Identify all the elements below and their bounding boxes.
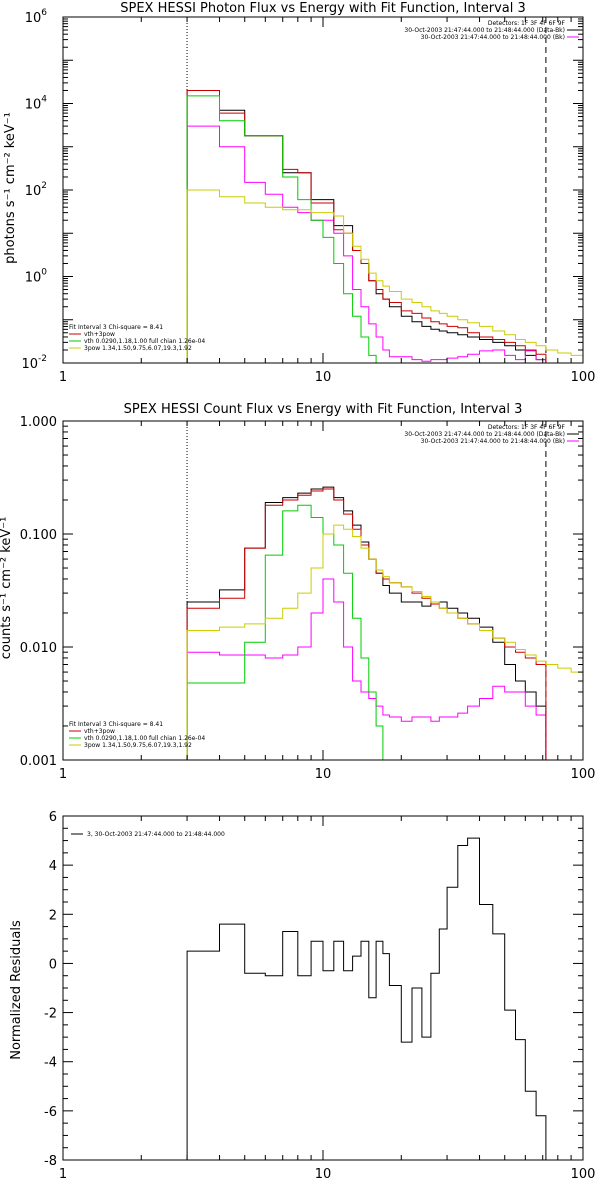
y-tick-exponent: 4 <box>41 95 47 105</box>
series-vth <box>186 504 390 761</box>
x-tick-label: 1 <box>59 1167 67 1182</box>
fit-legend-header: Fit Interval 3 Chi-square = 8.41 <box>69 721 163 728</box>
legend-entry: 30-Oct-2003 21:47:44.000 to 21:48:44.000… <box>421 34 565 41</box>
legend-entry: 30-Oct-2003 21:47:44.000 to 21:48:44.000… <box>404 431 565 438</box>
legend-entry: 30-Oct-2003 21:47:44.000 to 21:48:44.000… <box>404 27 565 34</box>
y-tick-label: 0 <box>49 957 57 972</box>
x-tick-label: 1 <box>59 767 67 782</box>
count-flux-plot-area: 1 10 100 0.001 0.010 0.100 1.000 Detectors: 1F … <box>20 415 596 782</box>
fit-legend-entry: 3pow 1.34,1.50,9.75,6.07,19.3,1.92 <box>84 345 192 352</box>
y-tick-label: 102 <box>25 181 47 199</box>
y-tick-label: 4 <box>49 859 57 874</box>
series-data-bk <box>186 90 547 363</box>
x-tick-label: 10 <box>315 1167 332 1182</box>
y-tick-label: -6 <box>44 1105 57 1120</box>
photon-flux-title: SPEX HESSI Photon Flux vs Energy with Fi… <box>120 1 526 16</box>
y-tick-label: 10-2 <box>21 354 47 372</box>
fit-legend-entry: vth 0.0290,1.18,1.00 full chian 1.26e-04 <box>84 735 205 742</box>
fit-legend-entry: vth+3pow <box>84 728 115 735</box>
count-flux-panel: SPEX HESSI Count Flux vs Energy with Fit… <box>0 402 595 782</box>
photon-flux-panel: SPEX HESSI Photon Flux vs Energy with Fi… <box>3 1 595 385</box>
y-tick-label: 6 <box>49 810 57 825</box>
count-flux-frame <box>62 420 584 761</box>
residual-legend-entry: 3, 30-Oct-2003 21:47:44.000 to 21:48:44.… <box>87 831 225 838</box>
series-bk <box>186 125 547 363</box>
series-3pow <box>186 524 584 760</box>
x-tick-label: 1 <box>59 370 67 385</box>
series-vth <box>186 95 383 364</box>
y-tick-label: -4 <box>44 1056 57 1071</box>
count-flux-title: SPEX HESSI Count Flux vs Energy with Fit… <box>124 402 523 417</box>
fit-legend-header: Fit Interval 3 Chi-square = 8.41 <box>69 324 163 331</box>
series-vth-3pow <box>186 488 547 760</box>
photon-flux-ylabel: photons s⁻¹ cm⁻² keV⁻¹ <box>3 112 18 264</box>
series-3pow <box>186 189 584 363</box>
photon-flux-plot-area: 1 10 100 10-2 100 102 104 106 Detectors: 1F 3F 4… <box>21 8 595 385</box>
y-tick-label: 104 <box>25 95 48 113</box>
residuals-plot-area: 1 10 100 -8 -6 -4 -2 0 2 4 6 3, 30-Oct-2003 21:47:4… <box>44 810 595 1182</box>
legend-entry: 30-Oct-2003 21:47:44.000 to 21:48:44.000… <box>421 438 565 445</box>
y-tick-label: 2 <box>49 908 57 923</box>
legend-header: Detectors: 1F 3F 4F 6F 9F <box>488 424 566 431</box>
y-tick-exponent: 2 <box>41 181 47 191</box>
y-tick-exponent: 0 <box>41 268 47 278</box>
y-tick-label: 0.100 <box>20 528 57 543</box>
x-tick-label: 100 <box>571 767 596 782</box>
legend-header: Detectors: 1F 3F 4F 6F 9F <box>488 20 566 27</box>
series-data-bk <box>186 486 547 760</box>
y-tick-label: 100 <box>25 268 48 286</box>
fit-legend-entry: vth 0.0290,1.18,1.00 full chian 1.26e-04 <box>84 338 205 345</box>
residuals-frame <box>62 815 584 1161</box>
y-tick-label: 0.001 <box>20 754 57 769</box>
series-bk <box>186 578 547 760</box>
y-tick-label: 106 <box>25 8 48 26</box>
y-tick-exponent: -2 <box>38 354 47 364</box>
y-tick-label: 0.010 <box>20 641 57 656</box>
x-tick-label: 100 <box>571 370 596 385</box>
fit-legend-entry: 3pow 1.34,1.50,9.75,6.07,19.3,1.92 <box>84 742 192 749</box>
residuals-ylabel: Normalized Residuals <box>9 920 24 1060</box>
y-tick-label: -2 <box>44 1007 57 1022</box>
y-tick-label: -8 <box>44 1154 57 1169</box>
x-tick-label: 10 <box>315 767 332 782</box>
y-tick-label: 1.000 <box>20 415 57 430</box>
series-residuals <box>186 837 547 1160</box>
series-vth-3pow <box>186 90 547 363</box>
photon-flux-frame <box>62 16 584 364</box>
x-tick-label: 10 <box>315 370 332 385</box>
x-tick-label: 100 <box>571 1167 596 1182</box>
y-tick-exponent: 6 <box>41 8 47 18</box>
residuals-panel: Normalized Residuals 1 10 100 -8 -6 -4 -2 0 2 4 6 3… <box>9 810 595 1182</box>
count-flux-ylabel: counts s⁻¹ cm⁻² keV⁻¹ <box>0 517 14 660</box>
fit-legend-entry: vth+3pow <box>84 331 115 338</box>
